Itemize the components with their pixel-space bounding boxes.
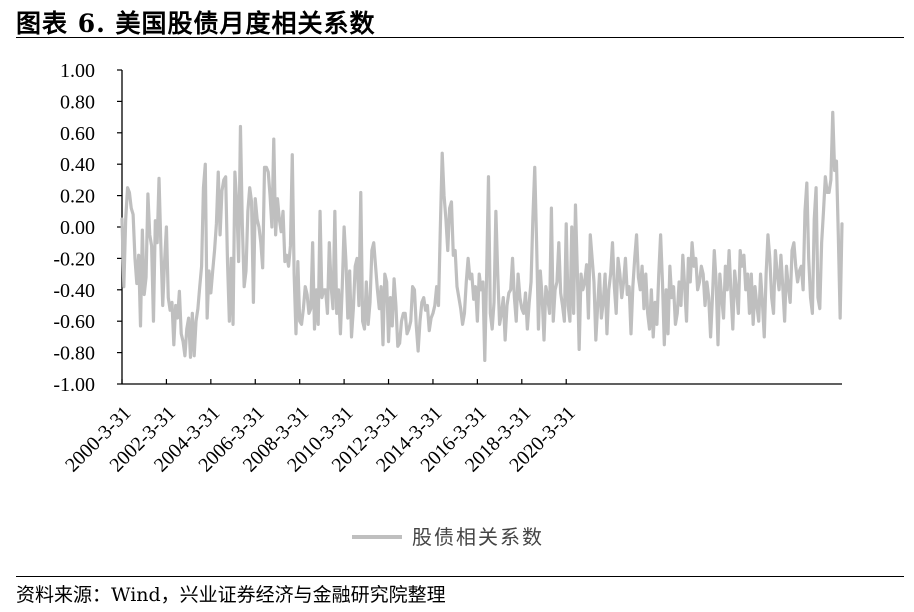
title-divider <box>16 37 904 38</box>
y-tick-label: -0.60 <box>53 311 95 333</box>
y-tick-label: 0.60 <box>60 123 95 145</box>
y-tick-label: -0.40 <box>53 280 95 302</box>
y-tick-label: 0.00 <box>60 217 95 239</box>
y-tick-label: 0.40 <box>60 154 95 176</box>
page-title: 图表 6. 美国股债月度相关系数 <box>16 9 376 38</box>
x-axis: 2000-3-312002-3-312004-3-312006-3-312008… <box>61 379 842 476</box>
source-divider <box>16 576 904 577</box>
source-note: 资料来源：Wind，兴业证券经济与金融研究院整理 <box>16 584 446 606</box>
y-tick-label: -0.80 <box>53 343 95 365</box>
y-tick-label: -0.20 <box>53 248 95 270</box>
legend: 股债相关系数 <box>352 525 544 549</box>
y-tick-label: 0.20 <box>60 186 95 208</box>
legend-label: 股债相关系数 <box>412 525 544 549</box>
y-axis: 1.00 0.80 0.60 0.40 0.20 0.00 -0.20 -0.40 -0.60 -… <box>53 60 123 396</box>
series-layer <box>120 110 844 363</box>
series-line-stock-bond-correlation <box>120 110 844 363</box>
y-tick-label: 0.80 <box>60 91 95 113</box>
y-tick-label: -1.00 <box>53 374 95 396</box>
y-tick-label: 1.00 <box>60 60 95 82</box>
